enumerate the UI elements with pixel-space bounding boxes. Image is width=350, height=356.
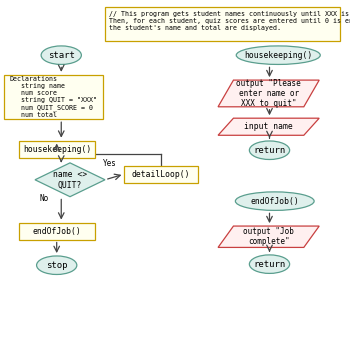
Text: endOfJob(): endOfJob() <box>33 226 81 236</box>
Ellipse shape <box>235 192 314 210</box>
Ellipse shape <box>249 141 290 159</box>
Polygon shape <box>218 118 319 135</box>
Polygon shape <box>218 226 319 247</box>
Text: detailLoop(): detailLoop() <box>132 169 190 179</box>
Text: housekeeping(): housekeeping() <box>23 145 91 154</box>
Text: stop: stop <box>46 261 68 270</box>
Polygon shape <box>218 80 319 107</box>
FancyBboxPatch shape <box>4 75 103 119</box>
Text: output "Please
enter name or
XXX to quit": output "Please enter name or XXX to quit… <box>236 79 301 108</box>
FancyBboxPatch shape <box>105 7 340 41</box>
Text: Yes: Yes <box>103 159 117 168</box>
Text: endOfJob(): endOfJob() <box>250 197 299 206</box>
Ellipse shape <box>37 256 77 274</box>
Ellipse shape <box>236 46 320 64</box>
Text: No: No <box>39 194 48 203</box>
Polygon shape <box>35 163 105 197</box>
Ellipse shape <box>249 255 290 273</box>
Text: input name: input name <box>244 122 293 131</box>
FancyBboxPatch shape <box>19 141 95 158</box>
Text: housekeeping(): housekeeping() <box>244 51 312 60</box>
Ellipse shape <box>41 46 81 64</box>
FancyBboxPatch shape <box>19 222 95 240</box>
Text: name <>
QUIT?: name <> QUIT? <box>53 170 87 189</box>
Text: start: start <box>48 51 75 60</box>
Text: output "Job
complete": output "Job complete" <box>243 227 294 246</box>
Text: // This program gets student names continuously until XXX is entered.
Then, for : // This program gets student names conti… <box>109 11 350 31</box>
Text: return: return <box>253 260 286 269</box>
Text: Declarations
   string name
   num score
   string QUIT = "XXX"
   num QUIT_SCOR: Declarations string name num score strin… <box>9 76 97 118</box>
FancyBboxPatch shape <box>124 166 198 183</box>
Text: return: return <box>253 146 286 155</box>
